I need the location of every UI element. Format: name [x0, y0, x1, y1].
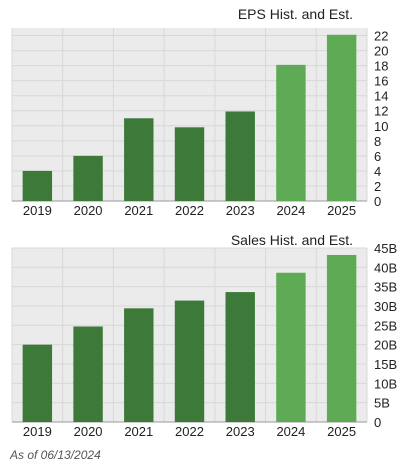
eps-x-tick-label: 2020 [74, 203, 103, 218]
sales-y-tick-label: 25B [374, 318, 397, 333]
sales-x-tick-label: 2022 [175, 424, 204, 439]
eps-y-tick-label: 14 [374, 89, 388, 104]
sales-x-tick-label: 2021 [124, 424, 153, 439]
eps-bar-2022 [174, 127, 205, 201]
sales-chart-title: Sales Hist. and Est. [230, 232, 353, 248]
eps-y-tick-label: 20 [374, 44, 388, 59]
eps-bar-2025 [326, 34, 357, 202]
sales-bar-2021 [124, 308, 154, 422]
sales-bar-2023 [225, 292, 255, 422]
eps-y-tick-label: 6 [374, 149, 381, 164]
eps-y-tick-label: 10 [374, 119, 388, 134]
eps-bar-2023 [225, 111, 255, 201]
sales-y-tick-label: 10B [374, 376, 397, 391]
eps-x-tick-label: 2024 [276, 203, 305, 218]
sales-y-tick-label: 45B [374, 241, 397, 256]
eps-bar-2019 [22, 170, 53, 201]
sales-bar-2024 [276, 272, 306, 422]
eps-x-tick-label: 2025 [327, 203, 356, 218]
sales-x-tick-label: 2025 [327, 424, 356, 439]
eps-bar-2024 [276, 64, 306, 201]
sales-x-tick-label: 2023 [226, 424, 255, 439]
eps-y-tick-label: 8 [374, 134, 381, 149]
sales-y-tick-label: 0 [374, 415, 381, 430]
sales-x-tick-label: 2024 [276, 424, 305, 439]
eps-x-tick-label: 2021 [124, 203, 153, 218]
eps-x-tick-label: 2022 [175, 203, 204, 218]
sales-y-tick-label: 20B [374, 338, 397, 353]
eps-y-tick-label: 16 [374, 74, 388, 89]
as-of-date: As of 06/13/2024 [10, 448, 101, 462]
eps-y-tick-label: 12 [374, 104, 388, 119]
eps-x-tick-label: 2023 [226, 203, 255, 218]
sales-y-tick-label: 30B [374, 299, 397, 314]
sales-bar-2019 [22, 344, 53, 422]
sales-bar-2022 [174, 300, 205, 422]
eps-y-tick-label: 2 [374, 179, 381, 194]
eps-y-tick-label: 22 [374, 29, 388, 44]
sales-y-tick-label: 15B [374, 357, 397, 372]
sales-y-tick-label: 35B [374, 280, 397, 295]
eps-y-tick-label: 4 [374, 164, 381, 179]
sales-bar-2025 [326, 254, 357, 422]
sales-bar-2020 [73, 326, 103, 422]
eps-chart: EPS Hist. and Est. 0 2 4 6 8 10 12 14 16 18 20 22 20… [0, 0, 405, 222]
eps-y-tick-label: 18 [374, 59, 388, 74]
eps-x-tick-label: 2019 [23, 203, 52, 218]
eps-bar-2021 [124, 118, 154, 201]
sales-chart-svg: 0 5B 10B 15B 20B 25B 30B 35B 40B 45B 2019 2020 2021 2… [11, 241, 397, 439]
sales-y-tick-label: 40B [374, 260, 397, 275]
sales-x-tick-label: 2020 [74, 424, 103, 439]
sales-x-tick-label: 2019 [23, 424, 52, 439]
sales-y-tick-label: 5B [374, 396, 390, 411]
eps-bar-2020 [73, 155, 103, 201]
sales-chart: Sales Hist. and Est. 0 5B 10B 15B 20B 25B 30B 3… [0, 228, 405, 442]
eps-chart-title: EPS Hist. and Est. [237, 6, 353, 22]
eps-y-tick-label: 0 [374, 194, 381, 209]
